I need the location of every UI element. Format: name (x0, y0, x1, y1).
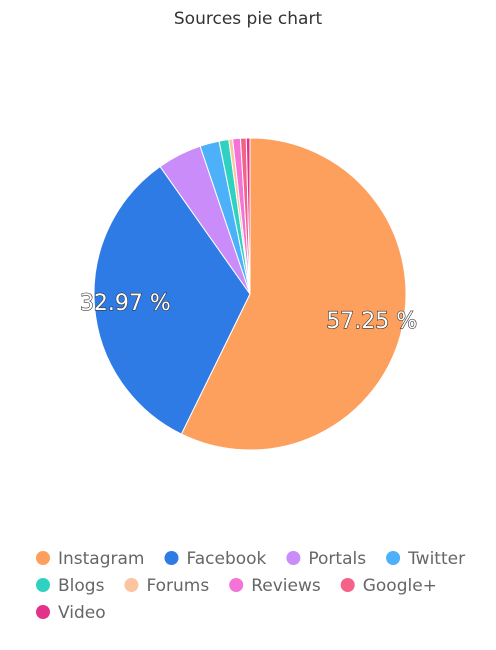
legend-marker (386, 551, 401, 565)
legend-marker (286, 551, 301, 565)
legend-label: Video (58, 603, 106, 623)
legend-label: Forums (146, 576, 209, 596)
chart-title: Sources pie chart (174, 9, 323, 29)
data-label: 57.25 % (326, 309, 417, 334)
legend-item[interactable]: Reviews (229, 576, 321, 596)
legend-label: Reviews (251, 576, 321, 596)
legend-item[interactable]: Portals (286, 549, 366, 569)
legend-item[interactable]: Facebook (164, 549, 267, 569)
legend-label: Google+ (363, 576, 437, 596)
data-label: 32.97 % (80, 291, 171, 316)
legend-label: Twitter (407, 549, 465, 569)
pie-slice (245, 137, 251, 295)
legend-marker (36, 551, 50, 565)
legend-marker (36, 605, 50, 619)
legend-label: Portals (308, 549, 366, 569)
legend-label: Blogs (58, 576, 105, 596)
legend-item[interactable]: Blogs (36, 576, 105, 596)
legend-item[interactable]: Google+ (340, 576, 437, 596)
legend-item[interactable]: Forums (124, 576, 209, 596)
legend-marker (36, 578, 50, 592)
legend-marker (340, 578, 355, 592)
legend-label: Facebook (187, 549, 267, 569)
legend-item[interactable]: Video (36, 603, 106, 623)
legend-marker (229, 578, 244, 592)
legend-item[interactable]: Instagram (36, 549, 145, 569)
pie-slice (93, 165, 251, 435)
legend-marker (164, 551, 179, 565)
legend-marker (124, 578, 139, 592)
legend-label: Instagram (58, 549, 145, 569)
legend-item[interactable]: Twitter (386, 549, 465, 569)
pie-slice (180, 137, 407, 451)
